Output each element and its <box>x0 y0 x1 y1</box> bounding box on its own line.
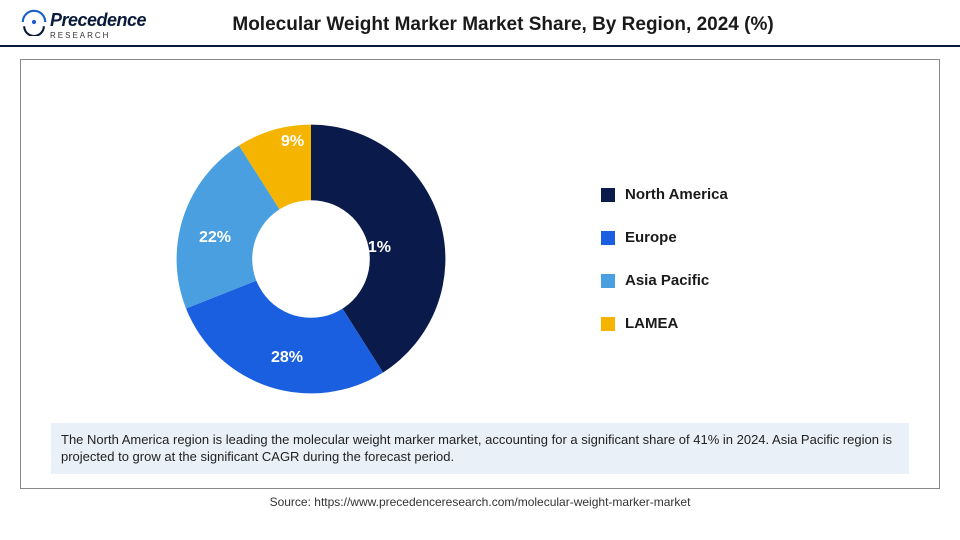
legend-swatch <box>601 231 615 245</box>
legend-label: Asia Pacific <box>625 272 709 289</box>
slice-pct-label: 28% <box>271 349 303 367</box>
legend-swatch <box>601 274 615 288</box>
source-line: Source: https://www.precedenceresearch.c… <box>0 495 960 509</box>
brand-text: Precedence RESEARCH <box>50 10 146 40</box>
donut-chart: 41% 28% 22% 9% <box>171 119 451 399</box>
slice-pct-label: 22% <box>199 229 231 247</box>
legend-item: North America <box>601 186 728 203</box>
legend-label: Europe <box>625 229 677 246</box>
brand-sub: RESEARCH <box>50 31 146 40</box>
legend-swatch <box>601 317 615 331</box>
slice-pct-label: 41% <box>359 239 391 257</box>
chart-title: Molecular Weight Marker Market Share, By… <box>146 14 860 36</box>
brand-top: Precedence <box>50 10 146 30</box>
chart-frame: 41% 28% 22% 9% North America Europe Asia Paci… <box>20 59 940 489</box>
caption-box: The North America region is leading the … <box>51 423 909 474</box>
legend-item: Europe <box>601 229 728 246</box>
header-bar: Precedence RESEARCH Molecular Weight Mar… <box>0 0 960 47</box>
brand-logo: Precedence RESEARCH <box>20 8 146 41</box>
legend-label: North America <box>625 186 728 203</box>
legend: North America Europe Asia Pacific LAMEA <box>601 186 728 332</box>
legend-swatch <box>601 188 615 202</box>
legend-label: LAMEA <box>625 315 678 332</box>
caption-text: The North America region is leading the … <box>61 432 892 465</box>
legend-item: Asia Pacific <box>601 272 728 289</box>
slice-pct-label: 9% <box>281 133 304 151</box>
legend-item: LAMEA <box>601 315 728 332</box>
donut-svg <box>171 119 451 399</box>
globe-arc-icon <box>20 8 48 41</box>
